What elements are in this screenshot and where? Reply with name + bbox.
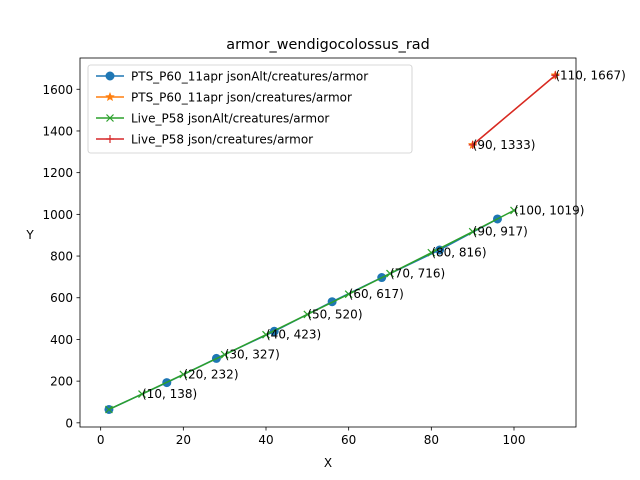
marker-stroke xyxy=(386,269,394,278)
data-point xyxy=(303,310,312,319)
y-tick-label: 600 xyxy=(50,291,73,305)
marker-stroke xyxy=(427,248,436,257)
marker-stroke xyxy=(105,405,113,414)
legend-label: PTS_P60_11apr json/creatures/armor xyxy=(131,91,352,105)
legend-entry: PTS_P60_11apr jsonAlt/creatures/armor xyxy=(96,70,368,84)
data-label: (110, 1667) xyxy=(555,68,625,82)
data-point xyxy=(551,71,560,80)
legend-entry: Live_P58 json/creatures/armor xyxy=(96,133,313,147)
data-label: (20, 232) xyxy=(183,367,238,381)
x-tick-label: 100 xyxy=(503,433,526,447)
legend-label: Live_P58 jsonAlt/creatures/armor xyxy=(131,112,329,126)
marker-stroke xyxy=(106,114,114,122)
legend-entry: Live_P58 jsonAlt/creatures/armor xyxy=(96,112,329,126)
data-label: (60, 617) xyxy=(349,287,404,301)
data-point xyxy=(468,140,477,149)
marker-stroke xyxy=(138,390,146,398)
data-label: (90, 917) xyxy=(473,225,528,239)
x-tick-label: 40 xyxy=(258,433,273,447)
data-point xyxy=(427,248,436,257)
data-point xyxy=(105,405,113,414)
series-line xyxy=(472,74,556,146)
legend-label: PTS_P60_11apr jsonAlt/creatures/armor xyxy=(131,70,368,84)
series-3 xyxy=(468,71,560,149)
data-point xyxy=(468,227,477,236)
marker-stroke xyxy=(220,350,229,359)
y-tick-label: 800 xyxy=(50,250,73,264)
y-axis-label: Y xyxy=(25,228,34,242)
x-axis-label: X xyxy=(324,456,332,470)
x-tick-label: 0 xyxy=(97,433,105,447)
x-tick-label: 60 xyxy=(341,433,356,447)
legend-box xyxy=(87,64,413,154)
marker-stroke xyxy=(303,310,312,319)
data-point xyxy=(138,390,146,398)
data-point xyxy=(344,290,353,299)
y-tick-label: 1400 xyxy=(42,124,73,138)
data-label: (100, 1019) xyxy=(514,203,584,217)
data-label: (80, 816) xyxy=(431,246,486,260)
legend-marker xyxy=(106,114,114,122)
marker-stroke xyxy=(344,290,353,299)
x-tick-label: 80 xyxy=(424,433,439,447)
y-tick-label: 1000 xyxy=(42,208,73,222)
data-label: (70, 716) xyxy=(390,267,445,281)
axes-frame xyxy=(79,57,577,428)
series-2 xyxy=(105,206,518,414)
data-label: (50, 520) xyxy=(307,307,362,321)
marker-stroke xyxy=(179,370,188,379)
data-point xyxy=(510,206,518,215)
data-point xyxy=(386,269,394,278)
plot-area: (10, 138) (20, 232) (30, 327) (40, 423) (50,… xyxy=(104,68,626,414)
y-tick-label: 1600 xyxy=(42,83,73,97)
marker-stroke xyxy=(262,330,270,339)
data-label: (90, 1333) xyxy=(473,138,536,152)
y-tick-label: 0 xyxy=(65,416,73,430)
y-tick-label: 1200 xyxy=(42,166,73,180)
data-point xyxy=(262,330,270,339)
data-label: (40, 423) xyxy=(266,328,321,342)
legend-entry: PTS_P60_11apr json/creatures/armor xyxy=(96,91,352,105)
legend-label: Live_P58 json/creatures/armor xyxy=(131,133,313,147)
legend: PTS_P60_11apr jsonAlt/creatures/armor PTS… xyxy=(87,64,413,154)
data-label: (10, 138) xyxy=(142,387,197,401)
legend-marker xyxy=(105,71,115,81)
data-point xyxy=(220,350,229,359)
marker-stroke xyxy=(510,206,518,215)
x-tick-label: 20 xyxy=(176,433,191,447)
data-point xyxy=(179,370,188,379)
annotations: (10, 138) (20, 232) (30, 327) (40, 423) (50,… xyxy=(142,68,626,401)
marker-stroke xyxy=(468,227,477,236)
data-label: (30, 327) xyxy=(225,348,280,362)
y-tick-label: 400 xyxy=(50,333,73,347)
y-tick-label: 200 xyxy=(50,375,73,389)
legend-marker xyxy=(105,91,115,102)
legend-marker xyxy=(106,135,114,143)
chart-title: armor_wendigocolossus_rad xyxy=(226,37,429,53)
axes: 0 20 40 60 80 1000200400600800100012001400160… xyxy=(42,57,577,447)
